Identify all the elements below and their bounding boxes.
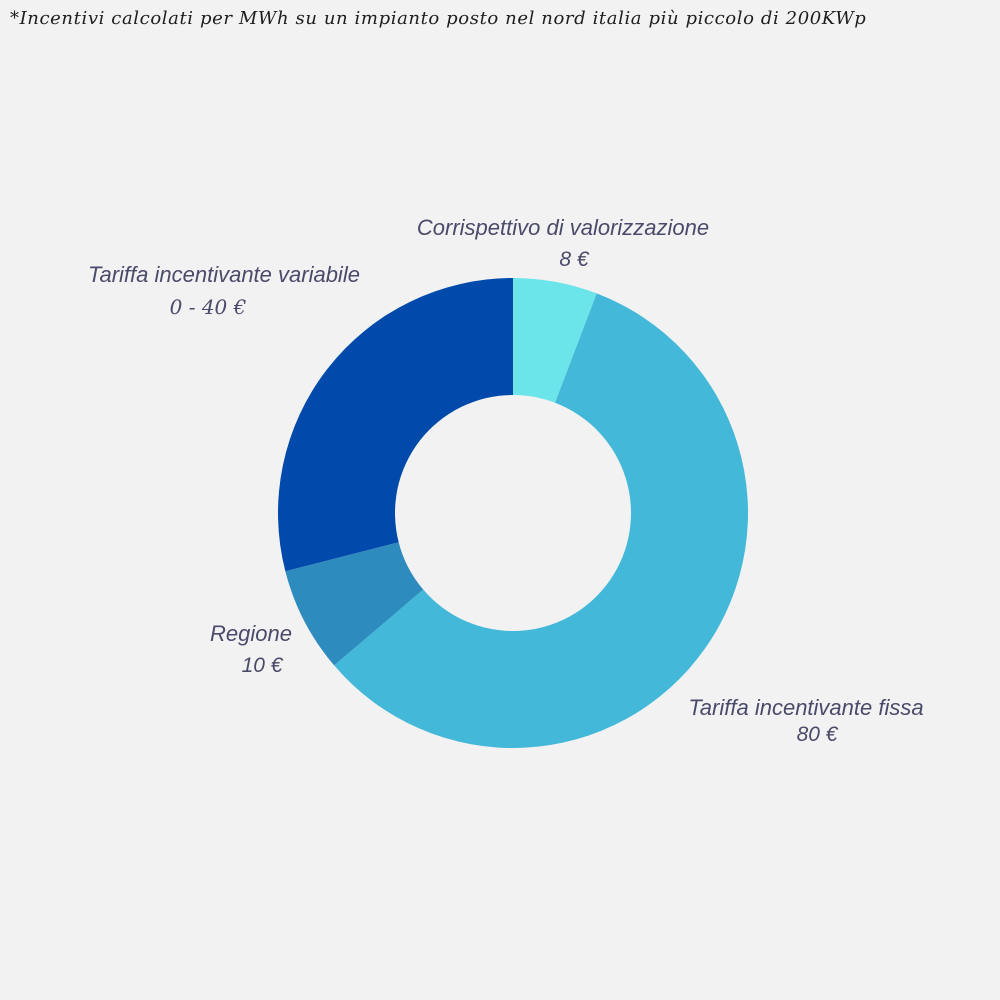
slice-value-tariffa-fissa: 80 € xyxy=(797,723,839,746)
slice-value-tariffa-variabile: 0 - 40 € xyxy=(170,295,247,319)
slice-value-corrispettivo: 8 € xyxy=(559,248,590,271)
slice-label-regione: Regione xyxy=(210,621,292,646)
donut-slice-3 xyxy=(278,278,513,572)
slice-label-tariffa-fissa: Tariffa incentivante fissa xyxy=(688,695,923,720)
slice-value-regione: 10 € xyxy=(242,654,284,677)
chart-title: *Incentivi calcolati per MWh su un impia… xyxy=(10,8,867,29)
donut-slice-2 xyxy=(285,542,424,666)
donut-slice-0 xyxy=(513,278,597,403)
donut-slice-1 xyxy=(334,293,749,748)
slice-label-corrispettivo: Corrispettivo di valorizzazione xyxy=(417,215,709,240)
slice-label-tariffa-variabile: Tariffa incentivante variabile xyxy=(88,262,360,287)
